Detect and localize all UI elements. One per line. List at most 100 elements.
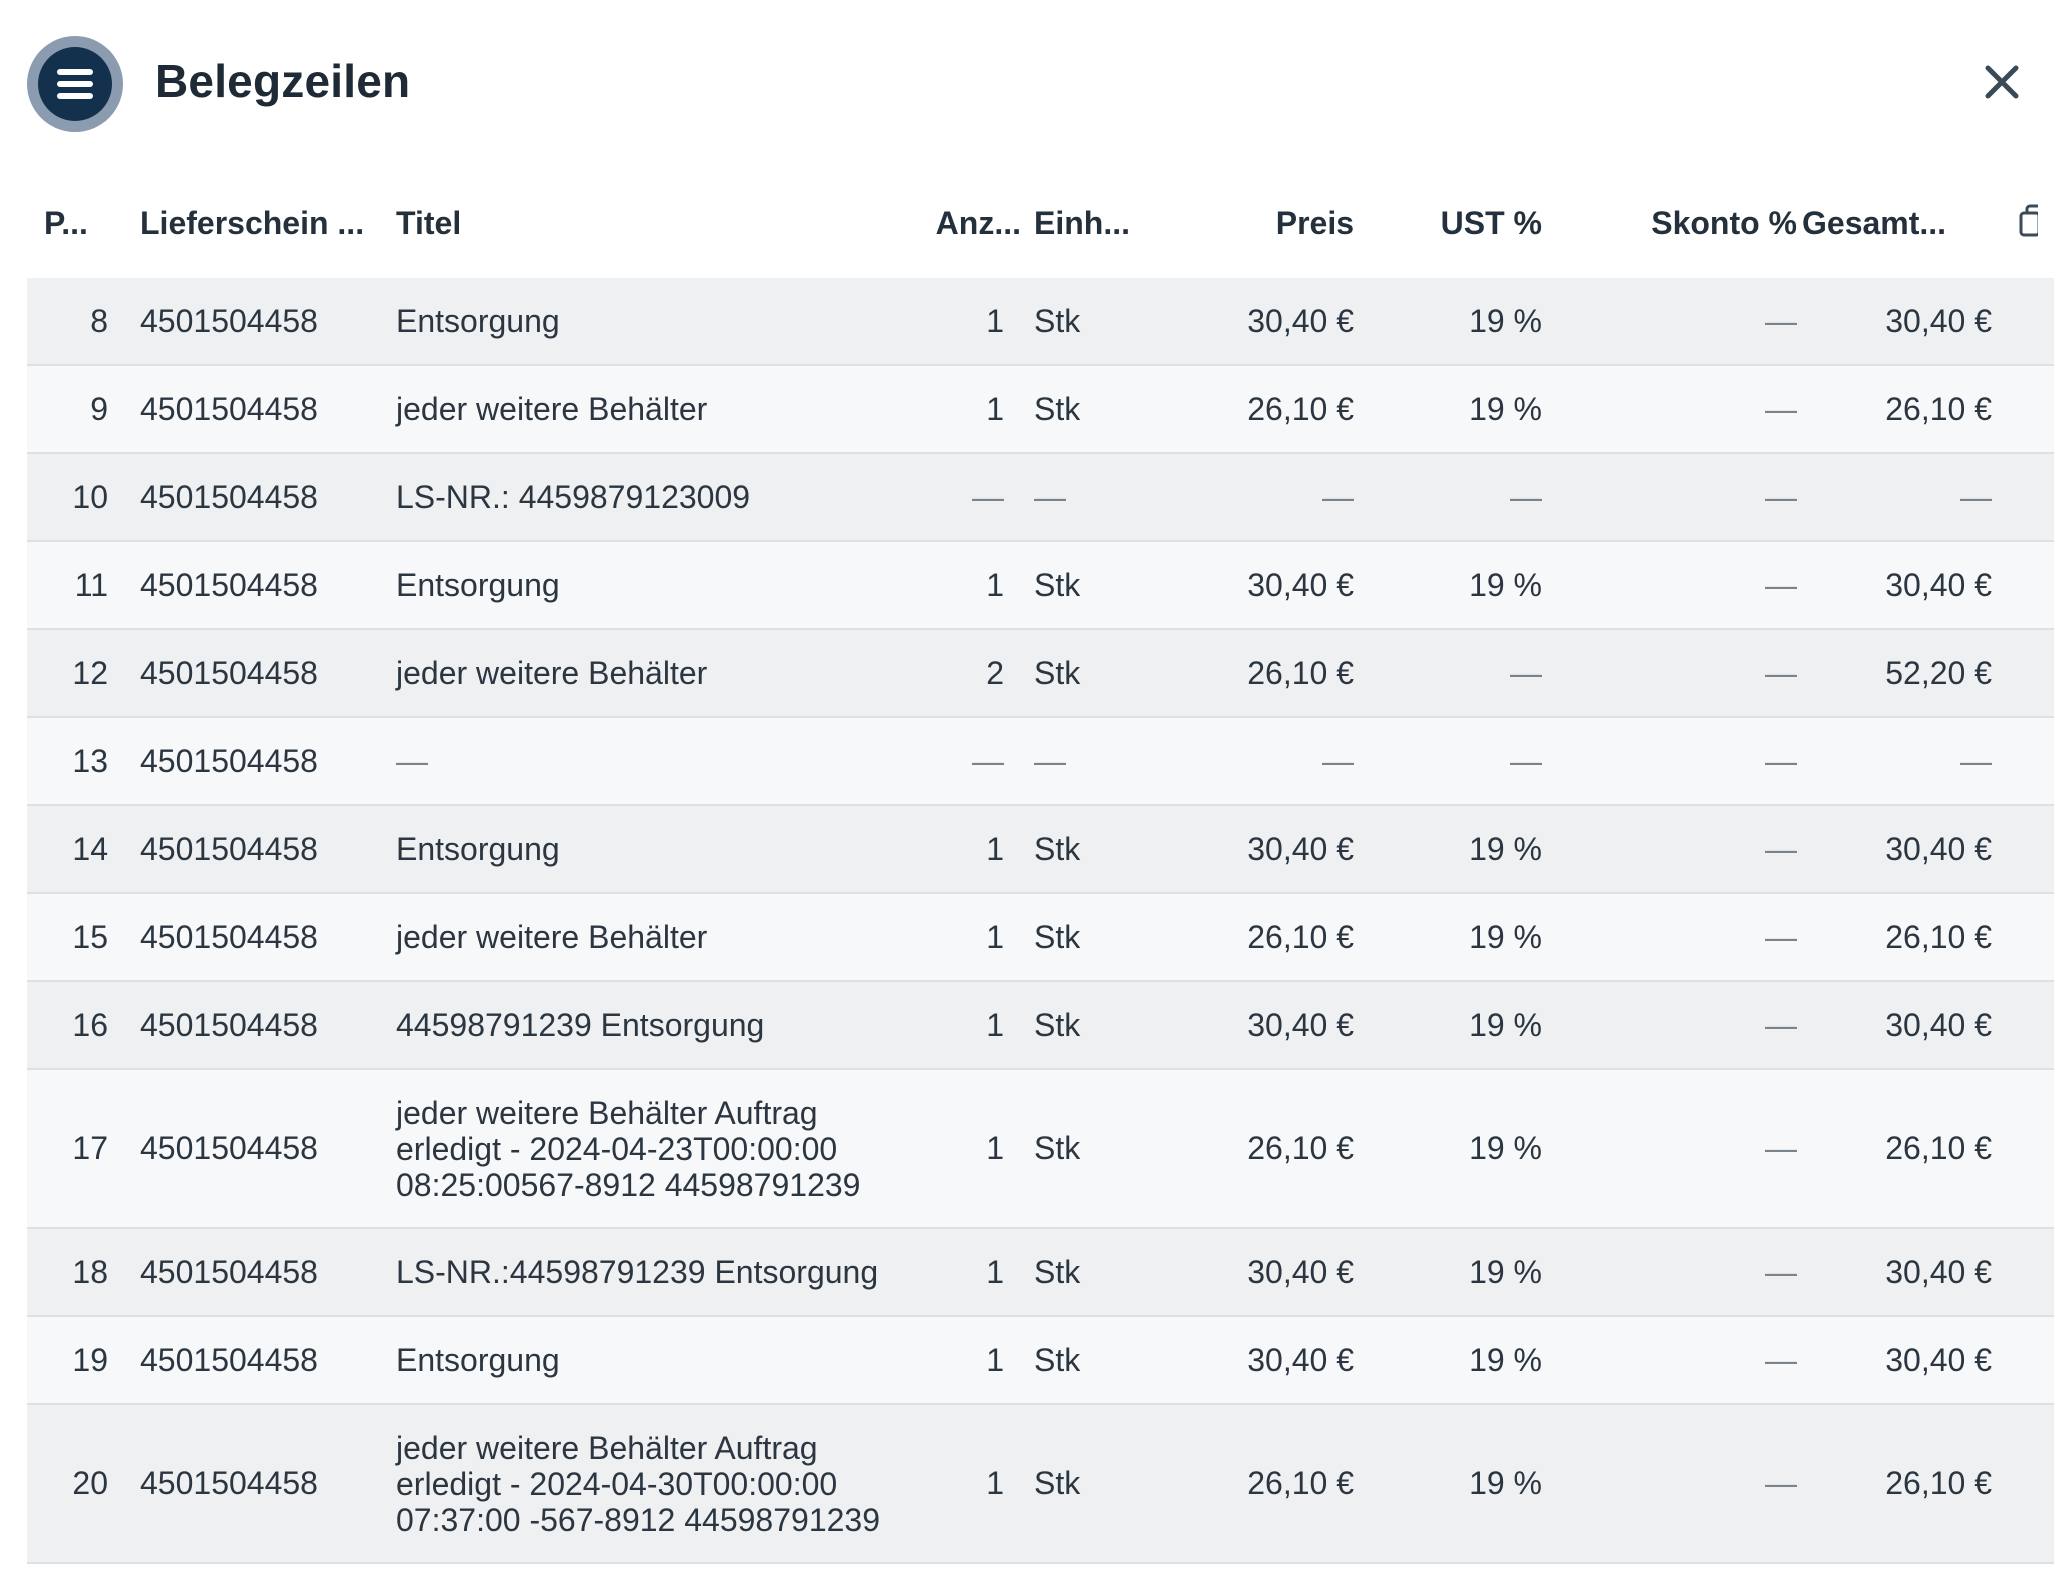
cell-preis: 30,40 €	[1247, 1006, 1354, 1043]
cell-ust: 19 %	[1469, 830, 1542, 867]
column-header-pos[interactable]: P...	[44, 205, 88, 241]
cell-anzahl: —	[972, 742, 1004, 779]
copy-icon[interactable]	[2018, 204, 2038, 238]
table-row[interactable]: 18 4501504458 LS-NR.:44598791239 Entsorg…	[27, 1229, 2054, 1317]
cell-einheit: Stk	[1034, 918, 1081, 955]
cell-skonto: —	[1765, 478, 1797, 515]
cell-anzahl: 1	[986, 1130, 1004, 1166]
cell-titel: LS-NR.:44598791239 Entsorgung	[396, 1253, 879, 1290]
table-row[interactable]: 17 4501504458 jeder weitere Behälter Auf…	[27, 1070, 2054, 1229]
table-row[interactable]: 8 4501504458 Entsorgung 1 Stk 30,40 € 19…	[27, 278, 2054, 366]
cell-gesamt: 26,10 €	[1885, 1465, 1992, 1501]
menu-button[interactable]	[27, 36, 123, 132]
cell-titel: Entsorgung	[396, 830, 560, 867]
column-header-preis[interactable]: Preis	[1275, 205, 1354, 241]
cell-skonto: —	[1765, 1465, 1797, 1501]
cell-preis: —	[1322, 742, 1354, 779]
cell-preis: 26,10 €	[1247, 1130, 1354, 1166]
cell-titel: jeder weitere Behälter	[396, 918, 708, 955]
cell-pos: 15	[72, 918, 108, 955]
cell-ust: 19 %	[1469, 918, 1542, 955]
cell-gesamt: 52,20 €	[1885, 654, 1992, 691]
cell-titel: —	[396, 742, 428, 779]
table-row[interactable]: 11 4501504458 Entsorgung 1 Stk 30,40 € 1…	[27, 542, 2054, 630]
cell-preis: 30,40 €	[1247, 566, 1354, 603]
cell-gesamt: 30,40 €	[1885, 302, 1992, 339]
cell-preis: 26,10 €	[1247, 390, 1354, 427]
cell-ust: 19 %	[1469, 1465, 1542, 1501]
cell-ust: —	[1510, 478, 1542, 515]
cell-titel: Entsorgung	[396, 566, 560, 603]
cell-lieferschein: 4501504458	[140, 1006, 318, 1043]
cell-ust: —	[1510, 742, 1542, 779]
cell-preis: 30,40 €	[1247, 1341, 1354, 1378]
cell-pos: 19	[72, 1341, 108, 1378]
table-row[interactable]: 15 4501504458 jeder weitere Behälter 1 S…	[27, 894, 2054, 982]
cell-pos: 16	[72, 1006, 108, 1043]
cell-pos: 8	[90, 302, 108, 339]
table-row[interactable]: 9 4501504458 jeder weitere Behälter 1 St…	[27, 366, 2054, 454]
column-header-lieferschein[interactable]: Lieferschein ...	[140, 205, 365, 241]
dialog-header: Belegzeilen	[0, 0, 2054, 237]
cell-ust: —	[1510, 654, 1542, 691]
cell-lieferschein: 4501504458	[140, 1465, 318, 1501]
cell-einheit: Stk	[1034, 302, 1081, 339]
cell-anzahl: —	[972, 478, 1004, 515]
cell-titel: 44598791239 Entsorgung	[396, 1006, 765, 1043]
cell-anzahl: 1	[986, 918, 1004, 955]
table-row[interactable]: 12 4501504458 jeder weitere Behälter 2 S…	[27, 630, 2054, 718]
close-icon[interactable]	[1982, 62, 2022, 102]
table-row[interactable]: 20 4501504458 jeder weitere Behälter Auf…	[27, 1405, 2054, 1564]
column-header-gesamt[interactable]: Gesamt...	[1802, 205, 1947, 241]
cell-lieferschein: 4501504458	[140, 1130, 318, 1166]
cell-preis: 30,40 €	[1247, 1253, 1354, 1290]
column-header-einheit[interactable]: Einh...	[1034, 205, 1130, 241]
cell-titel: Entsorgung	[396, 302, 560, 339]
cell-skonto: —	[1765, 1341, 1797, 1378]
cell-skonto: —	[1765, 566, 1797, 603]
table-row[interactable]: 14 4501504458 Entsorgung 1 Stk 30,40 € 1…	[27, 806, 2054, 894]
cell-anzahl: 1	[986, 1006, 1004, 1043]
cell-einheit: Stk	[1034, 566, 1081, 603]
cell-ust: 19 %	[1469, 302, 1542, 339]
cell-anzahl: 1	[986, 830, 1004, 867]
cell-anzahl: 2	[986, 654, 1004, 691]
column-header-anzahl[interactable]: Anz...	[935, 205, 1021, 241]
table-row[interactable]: 16 4501504458 44598791239 Entsorgung 1 S…	[27, 982, 2054, 1070]
cell-einheit: Stk	[1034, 1341, 1081, 1378]
cell-titel: jeder weitere Behälter	[396, 390, 708, 427]
cell-lieferschein: 4501504458	[140, 566, 318, 603]
table-body: 8 4501504458 Entsorgung 1 Stk 30,40 € 19…	[27, 278, 2054, 1564]
cell-pos: 18	[72, 1253, 108, 1290]
cell-pos: 11	[74, 566, 108, 603]
cell-pos: 14	[72, 830, 108, 867]
cell-skonto: —	[1765, 390, 1797, 427]
cell-skonto: —	[1765, 654, 1797, 691]
cell-skonto: —	[1765, 1006, 1797, 1043]
cell-gesamt: —	[1960, 478, 1992, 515]
column-header-titel[interactable]: Titel	[396, 205, 462, 241]
cell-preis: —	[1322, 478, 1354, 515]
cell-anzahl: 1	[986, 1465, 1004, 1501]
cell-titel: jeder weitere Behälter	[396, 654, 708, 691]
cell-einheit: Stk	[1034, 830, 1081, 867]
cell-einheit: —	[1034, 742, 1066, 779]
column-header-skonto[interactable]: Skonto %	[1651, 205, 1797, 241]
cell-einheit: Stk	[1034, 654, 1081, 691]
cell-gesamt: 30,40 €	[1885, 1341, 1992, 1378]
cell-pos: 20	[72, 1465, 108, 1501]
column-header-ust[interactable]: UST %	[1440, 205, 1542, 241]
cell-preis: 30,40 €	[1247, 830, 1354, 867]
cell-titel: jeder weitere Behälter Auftrag erledigt …	[396, 1429, 880, 1538]
table-row[interactable]: 10 4501504458 LS-NR.: 4459879123009 — — …	[27, 454, 2054, 542]
cell-gesamt: 26,10 €	[1885, 918, 1992, 955]
table-row[interactable]: 19 4501504458 Entsorgung 1 Stk 30,40 € 1…	[27, 1317, 2054, 1405]
cell-preis: 26,10 €	[1247, 1465, 1354, 1501]
cell-ust: 19 %	[1469, 1341, 1542, 1378]
page-title: Belegzeilen	[155, 55, 411, 107]
table-row[interactable]: 13 4501504458 — — — — — — —	[27, 718, 2054, 806]
cell-skonto: —	[1765, 830, 1797, 867]
cell-ust: 19 %	[1469, 566, 1542, 603]
cell-pos: 13	[72, 742, 108, 779]
cell-skonto: —	[1765, 302, 1797, 339]
